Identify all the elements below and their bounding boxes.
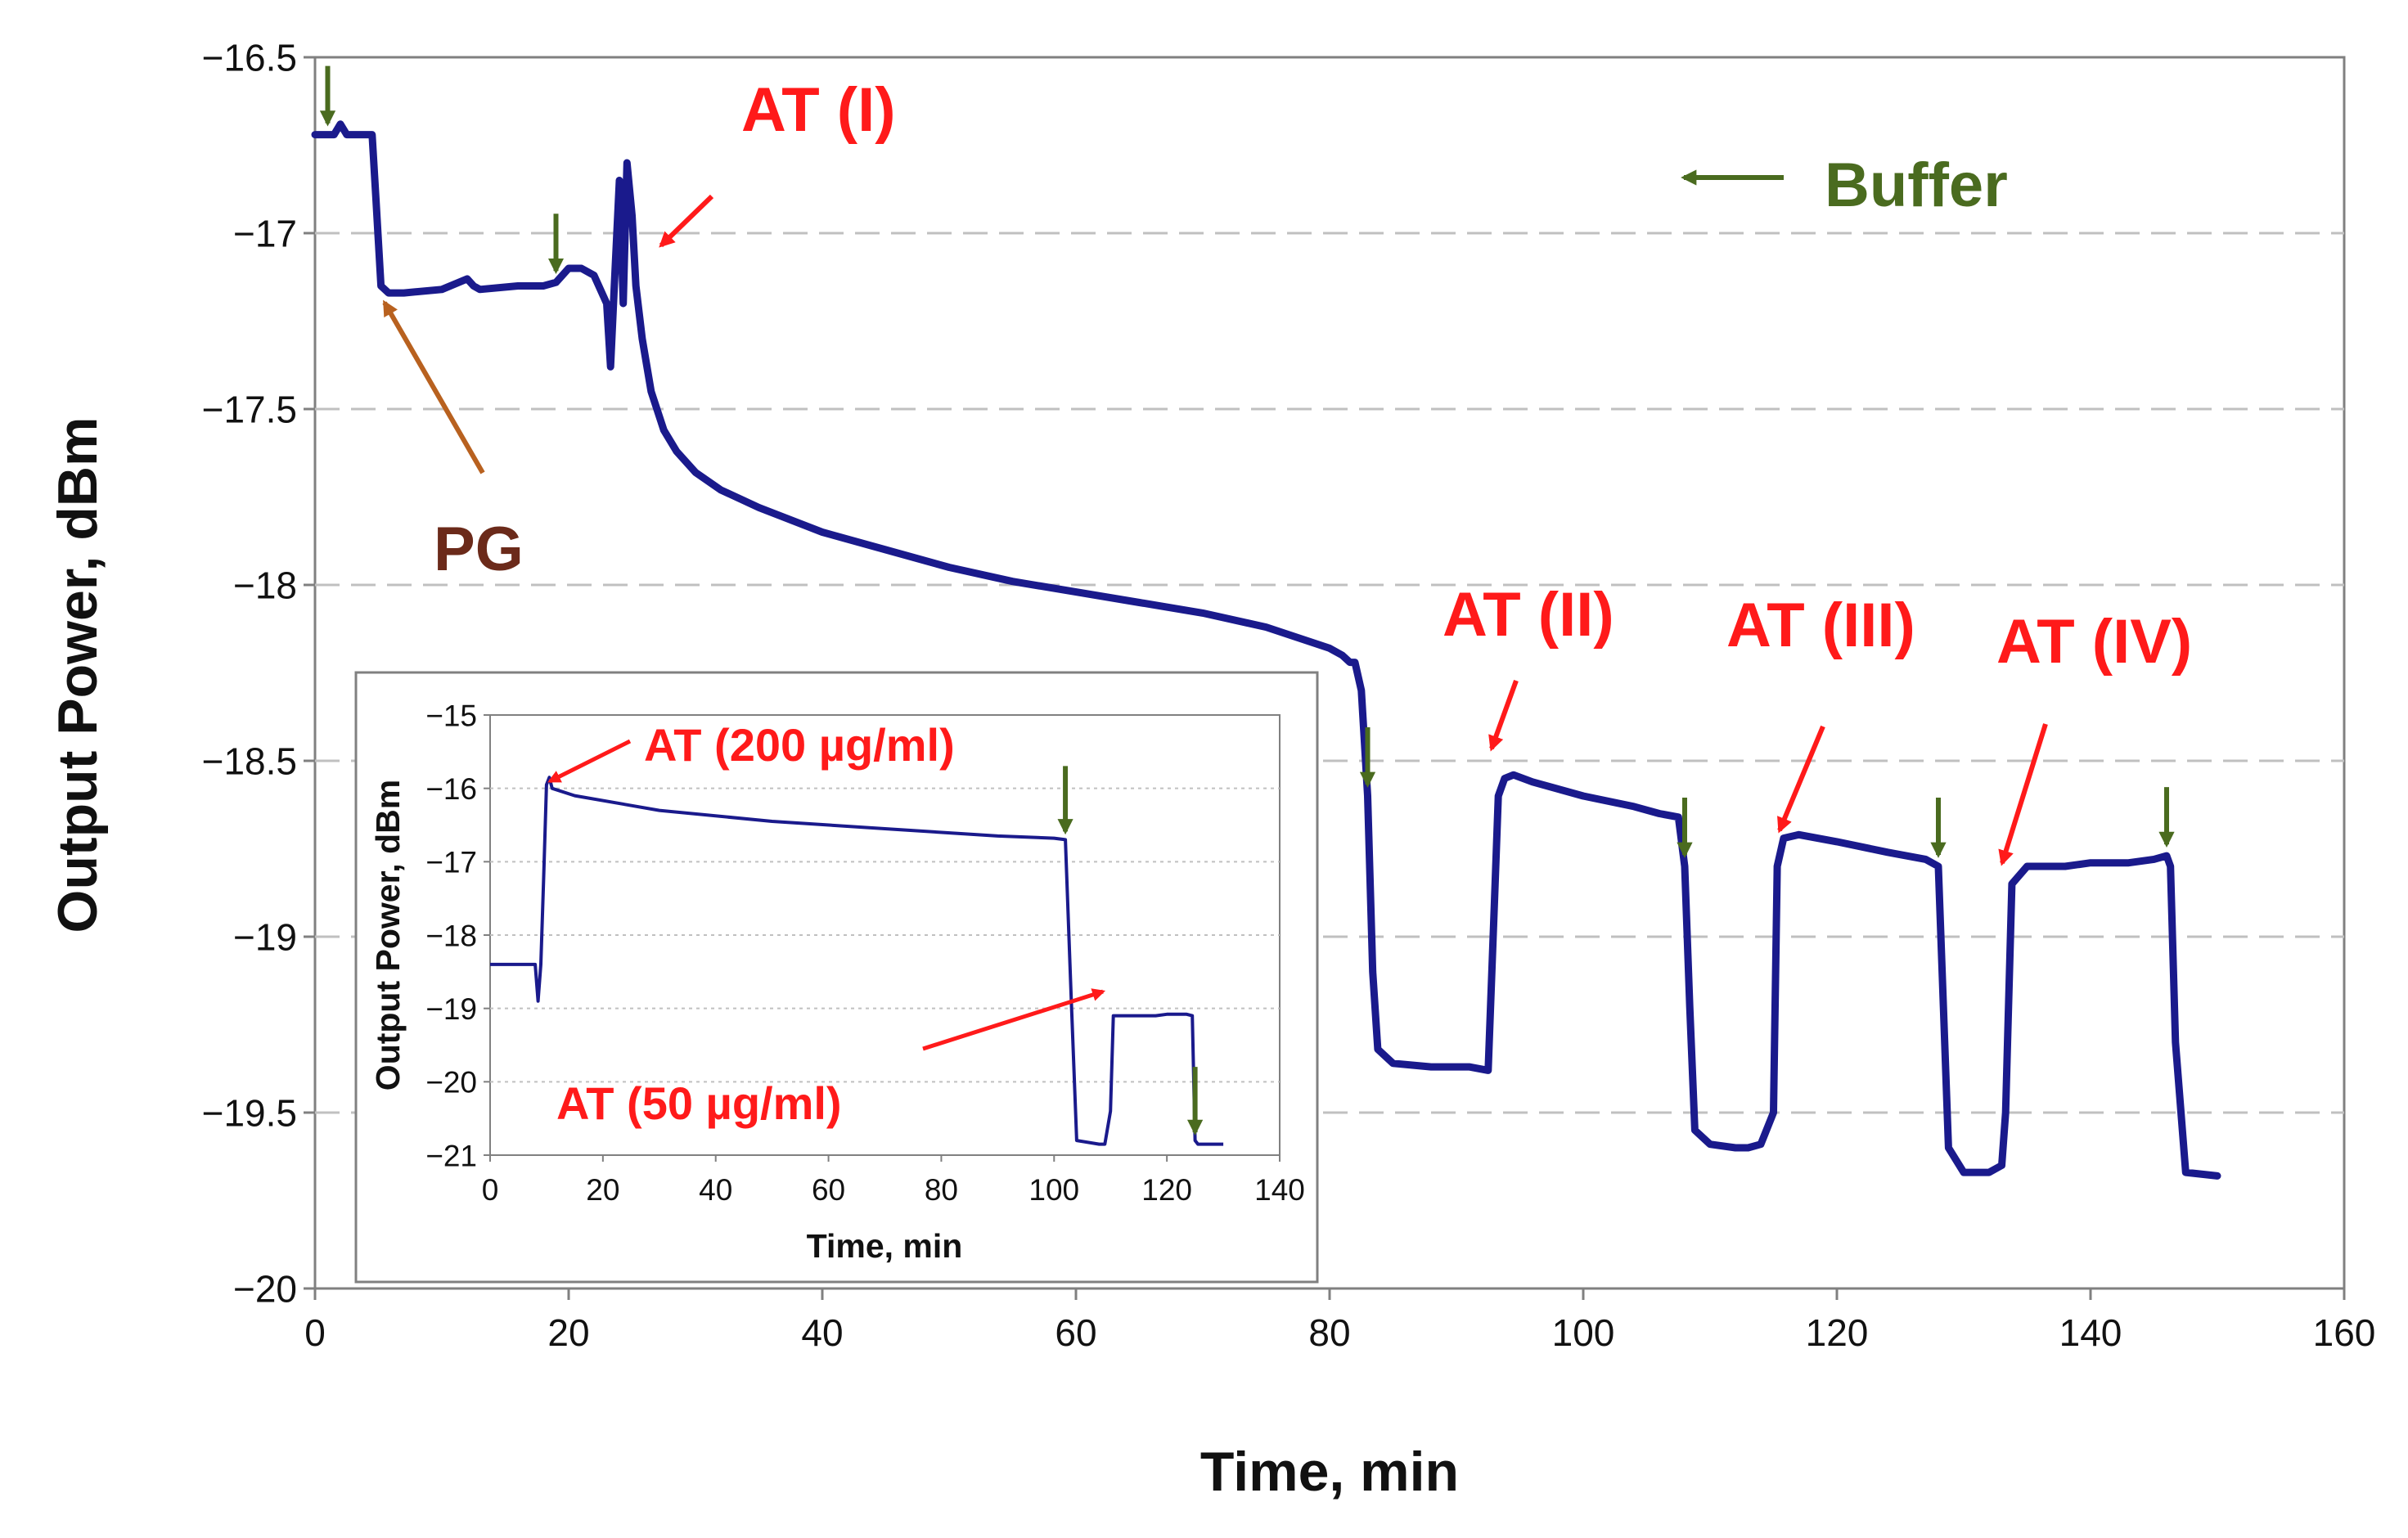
inset-annotation-50-arrow [922,988,1106,1051]
x-tick-label: 160 [2313,1311,2376,1354]
inset-chart: −15 −16 −17 −18 −19 −20 −21 0 20 40 60 80 100 120 140… [354,671,1319,1284]
x-tick-label: 60 [812,1173,845,1207]
x-tick-label: 120 [1806,1311,1869,1354]
inset-buffer-arrows [1057,766,1204,1136]
y-tick-label: −18 [425,919,477,952]
main-buffer-arrows [319,65,2175,858]
y-tick-label: −16.5 [202,37,297,79]
main-x-axis-title: Time, min [1200,1441,1459,1503]
x-tick-label: 0 [482,1173,499,1207]
annotation-at-iii: AT (III) [1726,591,1915,660]
inset-gridlines [490,787,1280,1083]
x-tick-label: 100 [1028,1173,1079,1207]
x-tick-label: 0 [304,1311,326,1354]
y-tick-label: −19 [425,992,477,1026]
x-tick-label: 100 [1552,1311,1615,1354]
main-y-ticks: −16.5 −17 −17.5 −18 −18.5 −19 −19.5 −20 [202,37,315,1311]
y-tick-label: −19 [233,916,297,959]
y-tick-label: −17.5 [202,389,297,431]
y-tick-label: −19.5 [202,1092,297,1135]
legend-buffer-label: Buffer [1825,151,2008,220]
main-x-ticks: 0 20 40 60 80 100 120 140 160 [304,1288,2375,1354]
annotation-pg-arrow [382,299,485,474]
y-tick-label: −17 [233,213,297,255]
annotation-at-iv-arrow [1998,723,2048,866]
x-tick-label: 140 [2059,1311,2122,1354]
main-series-line [311,120,2221,1180]
annotation-at-iii-arrow [1777,725,1825,834]
inset-y-ticks: −15 −16 −17 −18 −19 −20 −21 [425,699,490,1172]
annotation-at-i: AT (I) [741,75,896,145]
annotation-at-iv: AT (IV) [1996,607,2192,677]
x-tick-label: 40 [801,1311,843,1354]
main-y-axis-title: Output Power, dBm [47,417,109,933]
x-tick-label: 60 [1055,1311,1096,1354]
inset-y-axis-title: Output Power, dBm [369,780,407,1091]
x-tick-label: 140 [1254,1173,1305,1207]
x-tick-label: 120 [1141,1173,1192,1207]
y-tick-label: −21 [425,1139,477,1172]
inset-series-line [490,776,1224,1146]
inset-x-axis-title: Time, min [807,1227,963,1265]
inset-annotation-200: AT (200 µg/ml) [644,719,955,771]
y-tick-label: −20 [233,1268,297,1311]
inset-annotation-200-arrow [547,739,632,784]
y-tick-label: −17 [425,846,477,879]
y-tick-label: −18 [233,564,297,607]
x-tick-label: 20 [586,1173,619,1207]
inset-annotation-50: AT (50 µg/ml) [556,1077,842,1129]
x-tick-label: 80 [1308,1311,1350,1354]
annotation-pg: PG [434,515,524,584]
y-tick-label: −16 [425,772,477,806]
x-tick-label: 20 [547,1311,589,1354]
annotation-at-i-arrow [659,194,714,248]
annotation-at-ii: AT (II) [1443,580,1614,650]
x-tick-label: 40 [699,1173,732,1207]
y-tick-label: −18.5 [202,740,297,783]
inset-x-ticks: 0 20 40 60 80 100 120 140 [482,1155,1305,1207]
y-tick-label: −20 [425,1066,477,1100]
x-tick-label: 80 [925,1173,958,1207]
annotation-at-ii-arrow [1488,679,1519,752]
y-tick-label: −15 [425,699,477,732]
